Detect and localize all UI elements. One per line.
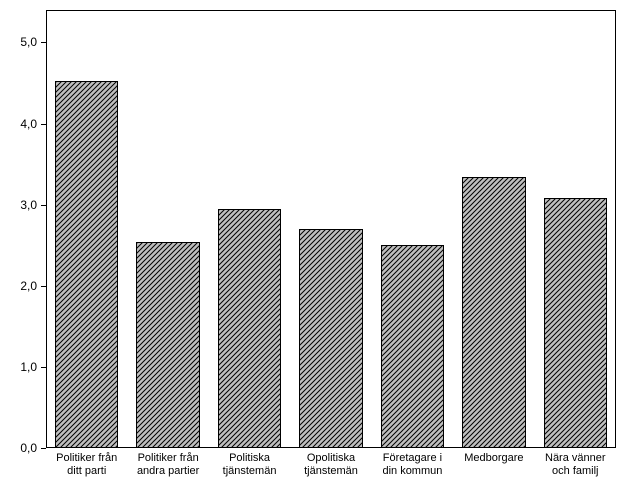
y-tick-mark xyxy=(41,367,46,368)
bar xyxy=(55,81,119,448)
y-tick-label: 2,0 xyxy=(0,279,37,293)
y-tick-label: 1,0 xyxy=(0,360,37,374)
x-category-label: Företagare i din kommun xyxy=(372,452,453,478)
bar xyxy=(136,242,200,448)
bar xyxy=(299,229,363,448)
y-tick-label: 5,0 xyxy=(0,35,37,49)
x-category-label: Medborgare xyxy=(453,452,534,465)
x-category-label: Nära vänner och familj xyxy=(535,452,616,478)
x-category-label: Opolitiska tjänstemän xyxy=(290,452,371,478)
bar xyxy=(462,177,526,448)
bar xyxy=(218,209,282,448)
y-tick-mark xyxy=(41,286,46,287)
y-tick-mark xyxy=(41,205,46,206)
bar-chart: 0,0 1,0 2,0 3,0 4,0 5,0 Politiker från ditt pa… xyxy=(0,0,626,501)
x-category-label: Politiker från ditt parti xyxy=(46,452,127,478)
y-tick-mark xyxy=(41,448,46,449)
y-tick-mark xyxy=(41,42,46,43)
bar xyxy=(544,198,608,448)
y-tick-label: 0,0 xyxy=(0,441,37,455)
bar xyxy=(381,245,445,448)
y-tick-label: 4,0 xyxy=(0,117,37,131)
y-tick-mark xyxy=(41,124,46,125)
x-category-label: Politiker från andra partier xyxy=(127,452,208,478)
x-category-label: Politiska tjänstemän xyxy=(209,452,290,478)
y-tick-label: 3,0 xyxy=(0,198,37,212)
